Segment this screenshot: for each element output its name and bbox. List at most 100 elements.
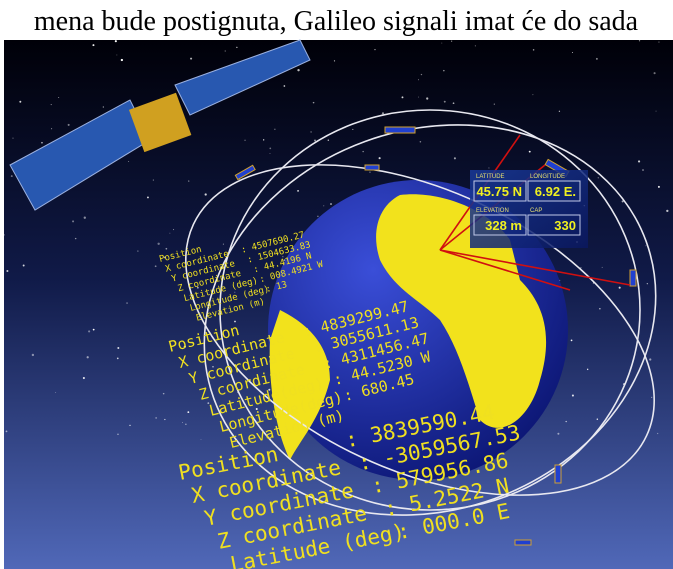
star — [182, 422, 183, 423]
star — [10, 175, 13, 178]
orbit — [203, 124, 657, 516]
star — [642, 169, 644, 171]
star — [234, 320, 236, 323]
star — [3, 234, 5, 236]
star — [666, 209, 669, 213]
star — [599, 308, 601, 310]
continent — [269, 310, 330, 460]
star — [5, 430, 8, 433]
star — [283, 259, 286, 262]
star — [401, 96, 404, 99]
star — [474, 45, 476, 47]
star — [67, 123, 70, 126]
satellite — [554, 464, 562, 484]
star — [19, 100, 22, 103]
star — [129, 424, 131, 426]
star — [378, 157, 381, 160]
star — [646, 283, 649, 285]
star — [200, 439, 202, 440]
star — [601, 266, 603, 268]
star — [327, 139, 330, 141]
star — [244, 139, 246, 141]
star — [86, 356, 89, 359]
star — [557, 432, 560, 435]
star — [558, 110, 561, 113]
readout-block: Position: 3839590.44X coordinate: -30595… — [176, 400, 522, 569]
panel-box — [527, 214, 581, 236]
star — [116, 357, 119, 360]
star — [658, 41, 660, 43]
star — [185, 423, 187, 425]
star — [532, 49, 535, 51]
star — [128, 161, 130, 163]
star — [22, 264, 25, 267]
star — [420, 73, 423, 76]
star — [374, 48, 376, 51]
panel-box — [473, 214, 527, 236]
star — [74, 237, 77, 240]
star — [255, 407, 258, 410]
caption: mena bude postignuta, Galileo signali im… — [34, 6, 639, 37]
star — [274, 128, 276, 131]
star — [190, 57, 193, 60]
star — [312, 101, 315, 104]
panel-label: LONGITUDE — [530, 174, 565, 180]
star — [263, 139, 265, 141]
star — [169, 232, 171, 234]
star — [51, 128, 53, 130]
star — [297, 190, 299, 192]
star — [6, 269, 9, 273]
star — [152, 179, 154, 181]
star — [41, 141, 43, 144]
star — [164, 418, 166, 421]
star — [297, 69, 300, 72]
star — [595, 57, 598, 60]
solar-panel — [174, 39, 311, 116]
star — [571, 394, 574, 397]
star — [224, 50, 226, 52]
star — [12, 137, 14, 139]
star — [126, 302, 128, 304]
star — [645, 245, 647, 247]
star — [426, 97, 429, 100]
panel-box — [473, 180, 527, 202]
star — [592, 282, 594, 284]
star — [114, 40, 117, 43]
star — [183, 345, 186, 348]
star — [532, 94, 534, 96]
star — [212, 366, 214, 368]
star — [323, 205, 325, 207]
star — [162, 392, 165, 395]
star — [451, 40, 453, 42]
star — [92, 328, 95, 331]
star — [88, 330, 91, 333]
star — [187, 411, 190, 414]
satellite-body — [128, 92, 192, 153]
galileo-satellite — [9, 39, 311, 211]
panel-label: LATITUDE — [476, 174, 505, 180]
panel-value: 6.92 E. — [535, 184, 576, 199]
star — [657, 432, 659, 435]
star — [528, 150, 531, 153]
star — [649, 358, 652, 361]
star — [618, 286, 621, 289]
star — [418, 79, 419, 81]
star — [488, 167, 490, 169]
star — [653, 72, 656, 75]
star — [638, 40, 641, 42]
star — [83, 216, 86, 219]
star — [120, 58, 124, 62]
star — [58, 97, 60, 99]
star — [146, 196, 149, 199]
star — [173, 229, 175, 231]
panel-fields: LATITUDE 45.75 N LONGITUDE 6.92 E. ELEVATION… — [473, 174, 581, 236]
star — [236, 46, 238, 48]
orbit — [219, 109, 641, 511]
star — [164, 256, 166, 259]
star — [50, 104, 52, 106]
star — [82, 377, 85, 380]
star — [572, 52, 573, 53]
star — [154, 265, 157, 268]
star — [621, 200, 624, 203]
